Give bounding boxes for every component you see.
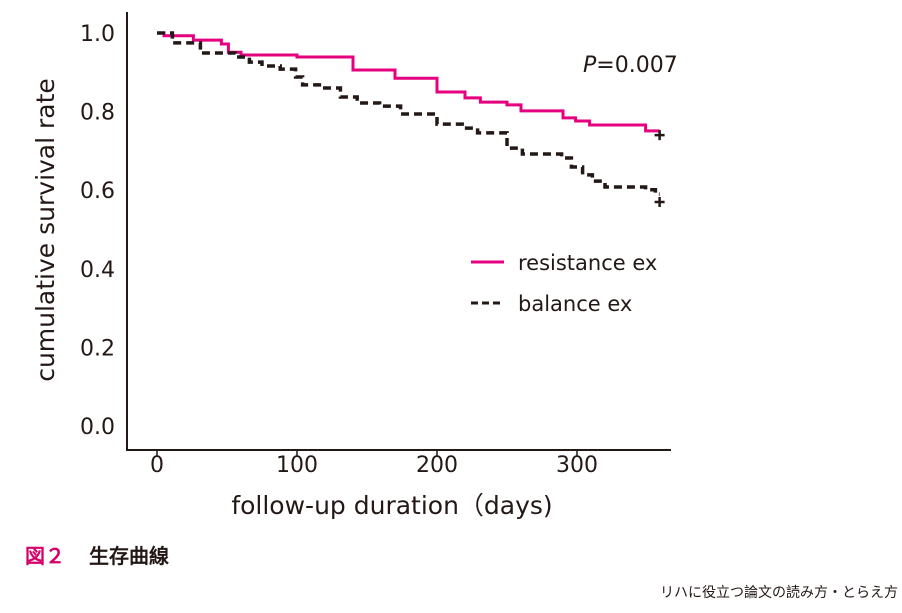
survival-curve-resistance-ex	[157, 31, 660, 133]
x-tick-label: 300	[556, 453, 598, 478]
y-axis-title: cumulative survival rate	[31, 78, 60, 382]
y-tick-label: 0.6	[80, 179, 115, 204]
figure-caption: 図２ 生存曲線	[25, 540, 169, 569]
legend-label: balance ex	[518, 292, 632, 316]
legend-label: resistance ex	[518, 251, 657, 275]
p-value-annotation: P=0.007	[583, 53, 678, 78]
footer-text: リハに役立つ論文の読み方・とらえ方	[660, 585, 898, 601]
y-tick-label: 0.4	[80, 258, 115, 283]
x-tick-label: 100	[276, 453, 318, 478]
x-axis-title: follow-up duration（days)	[231, 491, 552, 520]
figure-title: 生存曲線	[89, 544, 169, 568]
x-tick-label: 0	[150, 453, 164, 478]
survival-curve-balance-ex	[157, 31, 660, 196]
y-tick-label: 1.0	[80, 22, 115, 47]
x-tick-label: 200	[416, 453, 458, 478]
y-tick-label: 0.8	[80, 101, 115, 126]
figure-number: 図２	[25, 544, 65, 568]
y-tick-label: 0.2	[80, 336, 115, 361]
censor-mark	[654, 130, 665, 141]
censor-mark	[654, 196, 665, 207]
y-tick-label: 0.0	[80, 415, 115, 440]
